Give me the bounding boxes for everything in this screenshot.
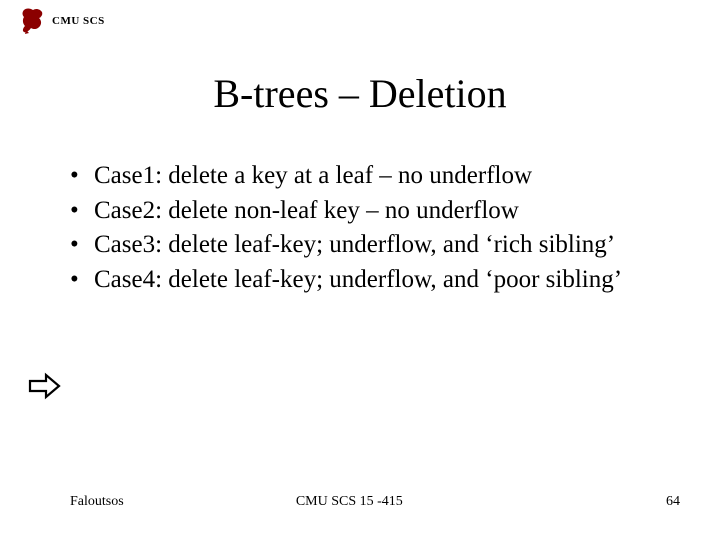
footer-course: CMU SCS 15 -415 [296,494,403,510]
slide-footer: Faloutsos CMU SCS 15 -415 64 [0,494,720,510]
list-item: Case4: delete leaf-key; underflow, and ‘… [70,264,680,297]
slide-header: CMU SCS [20,6,105,36]
slide-title: B-trees – Deletion [0,70,720,117]
header-label: CMU SCS [52,15,105,27]
footer-page-number: 64 [666,494,680,510]
footer-author: Faloutsos [70,494,124,510]
arrow-right-icon [28,372,62,405]
list-item: Case3: delete leaf-key; underflow, and ‘… [70,229,680,262]
bullet-list: Case1: delete a key at a leaf – no under… [70,160,680,298]
list-item: Case2: delete non-leaf key – no underflo… [70,195,680,228]
list-item: Case1: delete a key at a leaf – no under… [70,160,680,193]
cmu-dragon-icon [20,6,46,36]
